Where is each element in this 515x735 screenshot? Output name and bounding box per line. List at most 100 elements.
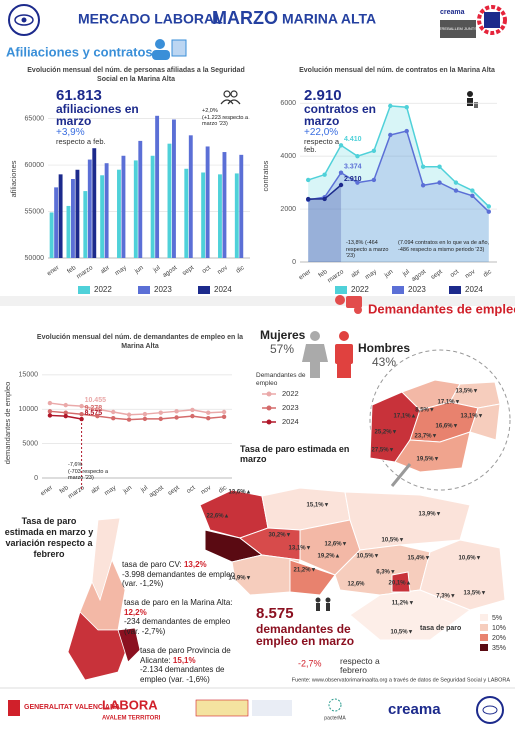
bar: [150, 155, 155, 258]
legend-label: 2023: [282, 403, 299, 412]
note: -7,6% (-703 respecto a marzo '23): [68, 462, 118, 482]
value-label: 10.455: [85, 397, 107, 404]
bar: [201, 172, 206, 258]
legend-marker: [266, 419, 272, 425]
rate-detail: -2.134 demandantes de empleo (var. -1,6%…: [140, 665, 225, 684]
point: [126, 417, 132, 422]
inset-map: [369, 379, 501, 473]
highlight-change: +3,9%: [56, 127, 85, 138]
point: [47, 413, 53, 418]
icon: [152, 50, 170, 60]
line: [49, 402, 225, 416]
x-tick-label: marzo: [67, 484, 86, 500]
map-label: 23,7%▼: [415, 434, 438, 440]
x-tick-label: feb: [66, 264, 78, 275]
legend-swatch: [449, 286, 461, 294]
people-icon: [220, 90, 241, 105]
x-tick-label: dic: [482, 268, 493, 279]
title-month: MARZO: [212, 8, 278, 28]
map-label: 15,4%▼: [408, 556, 431, 562]
highlight-value: 61.813: [56, 87, 102, 104]
bar: [138, 140, 143, 258]
x-tick-label: jul: [139, 484, 150, 494]
line: [49, 410, 225, 421]
bar: [66, 205, 71, 258]
x-tick-label: may: [114, 264, 129, 277]
bar: [133, 160, 138, 258]
map-label: 13,5%▼: [456, 389, 479, 395]
chart-title: Evolución mensual del núm. de demandante…: [36, 334, 244, 350]
area: [308, 184, 342, 262]
x-tick-label: nov: [464, 268, 477, 280]
point: [206, 415, 211, 421]
map-label: 12,6%▼: [325, 542, 348, 548]
y-tick-label: 4000: [280, 153, 296, 160]
x-tick-label: jun: [382, 268, 394, 280]
map-label: 13,9%▼: [419, 512, 442, 518]
note-change: -7,6%: [68, 462, 83, 468]
yoy: +2,0% (+1.223 respecto a marzo '23): [202, 108, 257, 128]
bar: [83, 191, 88, 258]
map-label: 21,2%▼: [294, 568, 317, 574]
legend-title: Demandantes de empleo: [256, 372, 306, 387]
footer-creama: creama: [388, 701, 441, 718]
point: [420, 183, 426, 188]
x-tick-label: sept: [181, 264, 195, 277]
point: [111, 409, 116, 415]
title: MERCADO LABORAL: [78, 11, 223, 27]
point: [79, 403, 84, 409]
map-label: 10,5%▼: [391, 630, 414, 636]
y-axis-label: contratos: [261, 160, 270, 191]
y-tick-label: 60000: [25, 162, 45, 169]
bar: [172, 119, 176, 259]
x-tick-label: feb: [317, 268, 329, 279]
x-tick-label: oct: [449, 268, 460, 279]
map-legend-label: 20%: [492, 635, 506, 642]
footer-labora-sub: AVALEM TERRITORI: [102, 716, 161, 722]
legend-swatch: [392, 286, 404, 294]
value-label: 2.910: [344, 176, 362, 183]
map-label: 15,1%▼: [307, 503, 330, 509]
legend-swatch: [78, 286, 90, 294]
y-tick-label: 10000: [19, 406, 39, 413]
bar: [188, 135, 193, 258]
legend-swatch: [335, 286, 347, 294]
bar: [49, 212, 54, 258]
rate-label: tasa de paro CV:: [122, 560, 182, 569]
legend-label: 2024: [282, 417, 299, 426]
legend-swatch: [198, 286, 210, 294]
rates-title: Tasa de paro estimada en marzo y variaci…: [4, 516, 94, 559]
map-label: 10,6%▼: [459, 556, 482, 562]
map-label: 13,1%▼: [289, 546, 312, 552]
point: [486, 209, 491, 214]
footer-logo: [328, 698, 342, 712]
point: [437, 180, 442, 185]
x-tick-label: ener: [298, 268, 313, 282]
zoom-arrow: [390, 463, 412, 487]
map-label: 10,5%▼: [357, 554, 380, 560]
x-tick-label: ener: [39, 484, 54, 498]
point: [404, 128, 409, 134]
bar: [205, 146, 210, 258]
legend-label: 2022: [351, 285, 369, 294]
map-label: 13,5%▼: [464, 591, 487, 597]
bar: [167, 143, 172, 258]
rate-detail: -234 demandantes de empleo (var. -2,7%): [124, 617, 231, 636]
section-icon: [335, 295, 362, 314]
point: [338, 143, 344, 148]
x-tick-label: feb: [58, 484, 70, 495]
highlight-change-label: respecto a feb.: [304, 137, 340, 154]
point: [63, 413, 68, 419]
point: [470, 188, 475, 193]
area: [308, 105, 489, 262]
footer-logo: [252, 700, 292, 716]
title-region: MARINA ALTA: [282, 11, 376, 27]
map-legend-label: 35%: [492, 645, 506, 652]
sdg-logo: [477, 5, 507, 35]
bar: [222, 152, 227, 258]
point: [206, 410, 211, 415]
point: [142, 411, 148, 417]
map-label: 6,3%▼: [376, 570, 396, 576]
